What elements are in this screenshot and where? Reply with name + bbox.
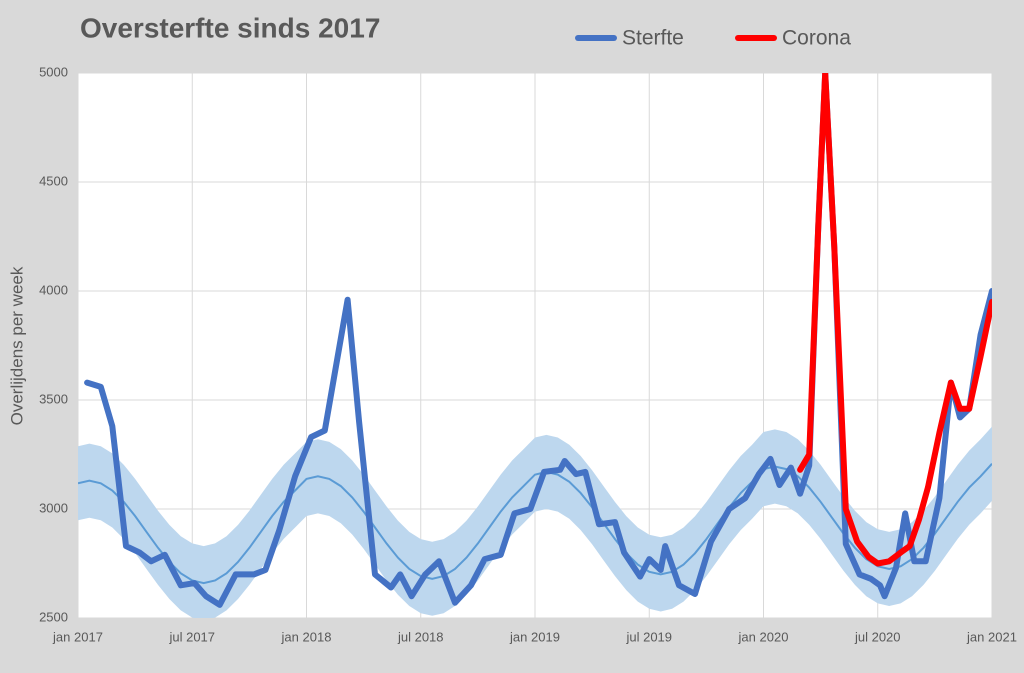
x-tick-label: jan 2018 [281,629,332,644]
x-tick-label: jan 2017 [52,629,103,644]
band-area [78,426,992,618]
x-tick-label: jul 2019 [625,629,672,644]
y-tick-label: 3500 [39,391,68,406]
x-tick-label: jan 2019 [509,629,560,644]
legend-label: Corona [782,27,851,50]
x-tick-label: jul 2018 [397,629,444,644]
y-tick-label: 3000 [39,500,68,515]
y-tick-label: 4000 [39,282,68,297]
y-tick-label: 2500 [39,609,68,624]
series-line [797,73,992,567]
x-tick-label: jan 2020 [738,629,789,644]
series-line [84,73,992,608]
baseline-line [78,463,992,585]
chart-title: Oversterfte sinds 2017 [80,12,380,43]
x-tick-label: jan 2021 [966,629,1017,644]
x-tick-label: jul 2017 [168,629,215,644]
legend-label: Sterfte [622,27,684,50]
y-axis-label: Overlijdens per week [7,266,26,425]
y-tick-label: 4500 [39,173,68,188]
y-tick-label: 5000 [39,64,68,79]
x-tick-label: jul 2020 [854,629,901,644]
